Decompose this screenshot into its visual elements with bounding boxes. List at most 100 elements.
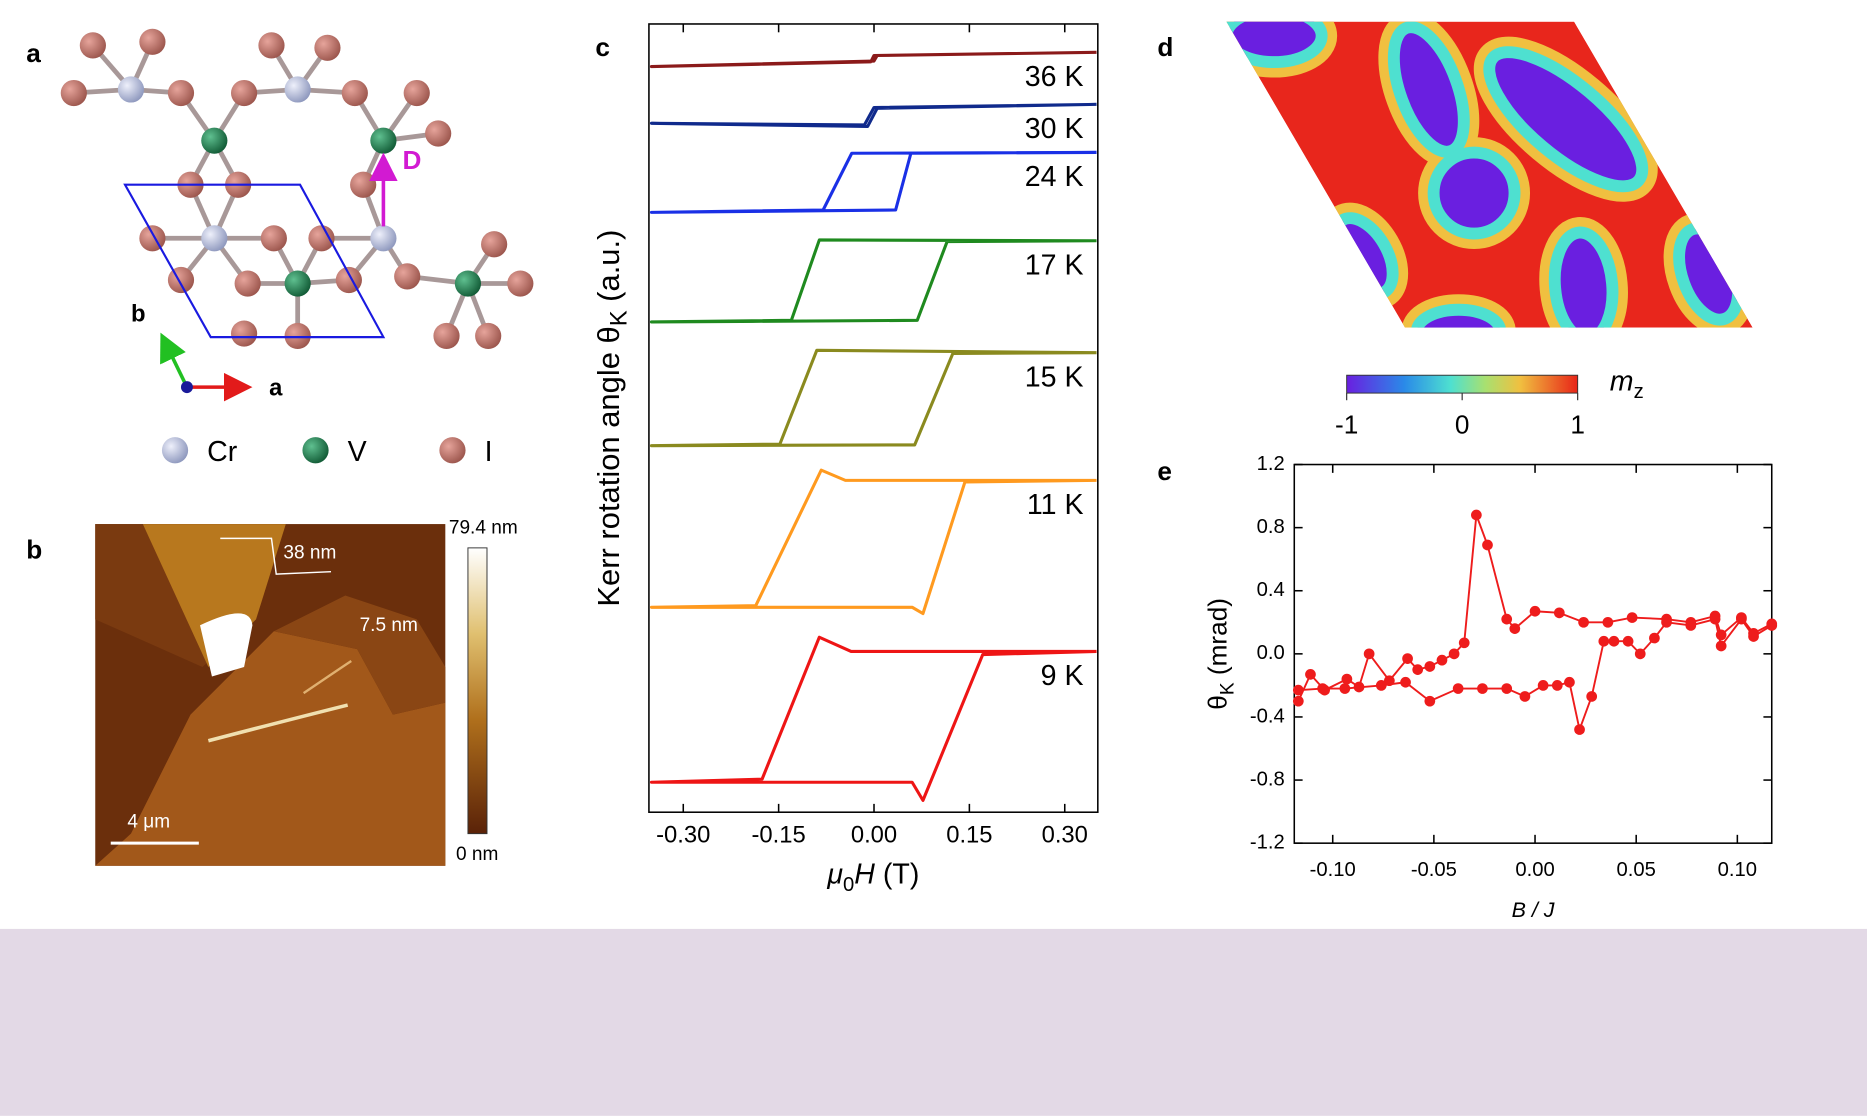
colorbar — [1346, 374, 1579, 394]
colorbar-label: 0 nm — [456, 844, 498, 865]
y-tick-label: -1.2 — [1250, 832, 1285, 854]
data-point — [1375, 680, 1387, 691]
data-point — [1412, 664, 1424, 675]
series-line — [1298, 618, 1773, 731]
x-axis-label-part: 0 — [843, 874, 854, 896]
series-line — [649, 348, 1097, 448]
data-point — [1482, 539, 1493, 551]
atom-v — [201, 127, 228, 154]
data-point — [1305, 669, 1316, 680]
data-point — [1622, 635, 1634, 647]
colorbar-label: mz — [1610, 366, 1644, 403]
data-point — [1339, 683, 1351, 694]
data-point — [1598, 635, 1610, 647]
series-label: 15 K — [1025, 361, 1084, 393]
vector-label: D — [402, 145, 421, 175]
axis-origin — [180, 381, 193, 394]
atom-i — [341, 79, 368, 107]
x-tick-label: -0.30 — [656, 821, 710, 848]
data-point — [1400, 676, 1411, 688]
series-line — [649, 635, 1097, 802]
x-tick-label: -0.05 — [1411, 859, 1457, 881]
series-line — [649, 238, 1097, 324]
atom-i — [433, 322, 460, 350]
series-label: 11 K — [1027, 489, 1084, 521]
panel-label: a — [26, 38, 41, 68]
y-axis-label-part: (mrad) — [1202, 598, 1232, 682]
legend-label: V — [348, 436, 367, 468]
data-point — [1501, 613, 1513, 625]
crystal-structure — [60, 28, 534, 350]
x-tick-label: -0.10 — [1310, 859, 1356, 881]
y-axis-label: θK (mrad) — [1202, 598, 1238, 710]
y-tick-label: -0.4 — [1250, 705, 1285, 727]
x-tick-label: 0.00 — [1515, 859, 1554, 881]
series-line — [649, 150, 1097, 214]
series-label: 17 K — [1025, 249, 1084, 281]
x-axis-label: μ0H (T) — [826, 859, 919, 896]
x-axis-label: B / J — [1512, 898, 1555, 922]
data-point — [1341, 673, 1353, 685]
series-label: 30 K — [1025, 113, 1084, 145]
data-point — [1578, 616, 1589, 628]
data-point — [1452, 683, 1464, 694]
atom-i — [403, 79, 430, 107]
atom-i — [230, 79, 258, 107]
atom-cr — [284, 76, 311, 103]
series-label: 24 K — [1025, 161, 1084, 193]
atom-cr — [117, 76, 145, 103]
data-point — [1363, 648, 1375, 660]
colorbar-label-main: m — [1610, 366, 1634, 398]
atom-i — [481, 231, 508, 258]
atom-v — [284, 270, 311, 297]
x-tick-label: 0.15 — [946, 821, 992, 848]
data-point — [1402, 653, 1413, 664]
y-axis-label-part: K — [1218, 682, 1239, 695]
atom-i — [425, 120, 452, 147]
data-point — [1317, 683, 1328, 694]
legend-swatch — [161, 437, 189, 464]
spin-texture — [1226, 21, 1753, 328]
atom-i — [308, 225, 335, 252]
panel-label: b — [26, 535, 42, 565]
data-point — [1436, 654, 1448, 666]
atom-i — [507, 270, 534, 297]
data-point — [1519, 691, 1531, 702]
data-point — [1448, 648, 1460, 660]
data-point — [1608, 635, 1620, 647]
y-tick-label: -0.8 — [1250, 768, 1285, 790]
series-label: 36 K — [1025, 61, 1084, 93]
data-point — [1501, 683, 1513, 694]
atom-i — [394, 263, 421, 290]
data-point — [1529, 605, 1541, 617]
y-axis-label-part: θ — [1202, 695, 1232, 710]
x-tick-label: 0.00 — [851, 821, 897, 848]
atom-i — [79, 32, 106, 59]
colorbar — [467, 547, 488, 835]
series-label: 9 K — [1041, 660, 1084, 692]
y-axis-label-part: (a.u.) — [591, 230, 626, 311]
panel-label: d — [1157, 32, 1173, 62]
x-axis-label-part: H — [854, 859, 875, 891]
data-point — [1471, 509, 1482, 521]
x-axis-label-part: μ — [826, 859, 843, 891]
y-tick-label: 1.2 — [1257, 453, 1285, 475]
data-point — [1602, 616, 1614, 628]
panel-label: c — [595, 32, 610, 62]
unit-cell — [123, 183, 386, 339]
data-point — [1509, 623, 1521, 634]
colorbar-tick-label: 1 — [1570, 410, 1585, 440]
atom-i — [234, 270, 261, 297]
atom-i — [139, 28, 166, 55]
data-point — [1424, 695, 1436, 707]
atom-i — [314, 34, 341, 61]
atom-cr — [201, 225, 228, 252]
data-point — [1634, 648, 1646, 660]
atom-v — [454, 270, 482, 297]
axis-label: a — [269, 374, 283, 401]
footer-band — [0, 928, 1867, 1116]
panel-label: e — [1157, 456, 1172, 486]
x-tick-label: -0.15 — [752, 821, 806, 848]
y-axis-label-part: K — [605, 310, 632, 326]
